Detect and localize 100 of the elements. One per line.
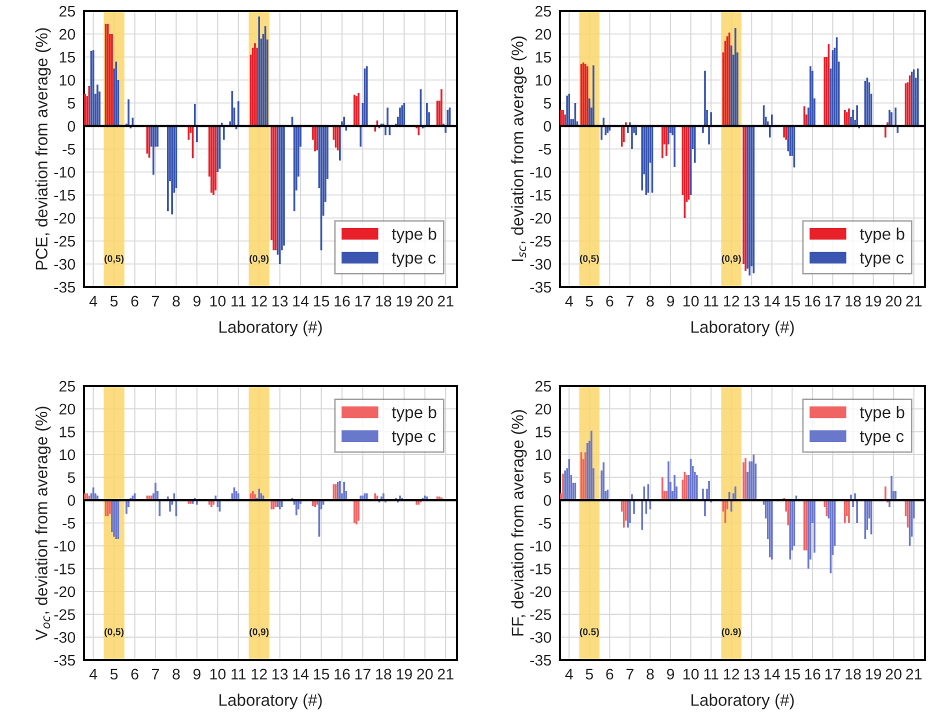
band-label: (0,9) <box>250 628 269 638</box>
x-tick-label: 11 <box>232 668 246 680</box>
y-tick-label: 20 <box>535 404 552 415</box>
legend-label: type b <box>860 406 904 422</box>
x-tick-label: 11 <box>704 668 718 680</box>
legend-label: type b <box>392 228 436 244</box>
x-tick-label: 11 <box>232 296 246 306</box>
y-tick-label: -35 <box>530 654 552 666</box>
y-tick-label: 25 <box>535 380 552 392</box>
x-tick-label: 6 <box>606 296 614 307</box>
x-tick-label: 10 <box>210 668 226 680</box>
x-tick-label: 17 <box>825 296 840 306</box>
x-tick-label: 13 <box>272 296 288 307</box>
x-tick-label: 13 <box>272 668 288 680</box>
y-tick-label: -35 <box>530 282 552 293</box>
x-tick-label: 10 <box>210 296 226 307</box>
x-tick-label: 21 <box>438 296 454 306</box>
x-tick-label: 20 <box>886 668 902 680</box>
x-tick-label: 15 <box>784 296 800 307</box>
y-tick-label: 0 <box>544 495 552 506</box>
y-tick-label: 20 <box>59 404 76 415</box>
y-tick-label: 5 <box>544 472 552 484</box>
band-label: (0,5) <box>104 628 124 638</box>
x-tick-label: 16 <box>805 296 820 307</box>
x-tick-label: 9 <box>193 296 200 307</box>
x-tick-label: 16 <box>334 296 350 307</box>
x-tick-label: 4 <box>565 296 573 306</box>
x-tick-label: 19 <box>866 668 882 680</box>
x-tick-label: 15 <box>314 668 330 680</box>
y-tick-label: -30 <box>54 258 76 270</box>
x-tick-label: 14 <box>293 668 309 680</box>
y-axis-title: FF, deviation from average (%) <box>511 410 527 636</box>
y-tick-label: 25 <box>59 380 76 392</box>
legend-label: type b <box>860 228 904 244</box>
x-tick-label: 17 <box>355 296 370 306</box>
x-axis-title: Laboratory (#) <box>692 694 794 710</box>
y-tick-label: -10 <box>54 166 76 178</box>
legend-label: type b <box>392 406 436 422</box>
x-tick-label: 5 <box>586 668 594 680</box>
y-tick-label: -30 <box>530 632 552 643</box>
x-tick-label: 4 <box>89 668 98 680</box>
x-tick-label: 8 <box>172 668 180 680</box>
y-tick-label: 15 <box>60 426 76 438</box>
x-axis-title: Laboratory (#) <box>220 694 322 710</box>
legend-label: type c <box>860 431 904 446</box>
y-axis-title: I$_{sc}$, deviation from average (%) <box>511 36 527 262</box>
x-tick-label: 13 <box>744 668 760 680</box>
x-tick-label: 14 <box>764 296 780 306</box>
x-tick-label: 21 <box>906 668 922 680</box>
x-tick-label: 8 <box>646 668 654 680</box>
y-tick-label: 0 <box>68 120 76 132</box>
y-tick-label: -20 <box>530 212 552 224</box>
x-tick-label: 9 <box>666 296 674 307</box>
y-tick-label: -25 <box>530 609 552 620</box>
y-axis-title: PCE, deviation from average (%) <box>35 28 51 270</box>
x-tick-label: 4 <box>565 668 573 680</box>
x-tick-label: 8 <box>646 296 654 307</box>
y-tick-label: -25 <box>530 236 552 247</box>
y-tick-label: -15 <box>54 190 76 201</box>
y-tick-label: 5 <box>68 472 76 484</box>
x-tick-label: 8 <box>172 296 180 307</box>
band-label: (0,9) <box>722 254 741 264</box>
x-tick-label: 19 <box>866 296 882 307</box>
x-tick-label: 18 <box>846 668 861 680</box>
x-tick-label: 14 <box>764 668 780 680</box>
x-tick-label: 15 <box>784 668 800 680</box>
y-tick-label: -20 <box>54 212 76 224</box>
y-tick-label: 15 <box>536 426 552 438</box>
x-tick-label: 10 <box>683 668 699 680</box>
x-tick-label: 21 <box>906 296 922 306</box>
band-label: (0.9) <box>722 628 741 638</box>
y-tick-label: -10 <box>54 540 76 552</box>
x-tick-label: 7 <box>152 668 159 680</box>
x-tick-label: 18 <box>846 296 861 307</box>
x-tick-label: 5 <box>110 668 118 680</box>
y-tick-label: -10 <box>530 166 552 178</box>
y-tick-label: 0 <box>68 495 76 506</box>
x-tick-label: 10 <box>683 296 699 307</box>
y-tick-label: -15 <box>54 564 76 574</box>
x-tick-label: 20 <box>886 296 902 307</box>
x-tick-label: 14 <box>293 296 309 306</box>
y-tick-label: -5 <box>62 518 76 529</box>
y-tick-label: -20 <box>530 586 552 598</box>
x-tick-label: 16 <box>334 668 350 680</box>
x-tick-label: 12 <box>252 668 267 680</box>
x-tick-label: 13 <box>744 296 760 307</box>
x-tick-label: 21 <box>438 668 454 680</box>
legend-label: type c <box>392 252 436 267</box>
x-tick-label: 17 <box>825 668 840 680</box>
x-tick-label: 18 <box>376 296 392 307</box>
y-tick-label: -35 <box>54 282 76 293</box>
y-tick-label: 0 <box>544 120 552 132</box>
x-tick-label: 12 <box>252 296 267 306</box>
y-tick-label: 5 <box>68 98 76 109</box>
x-tick-label: 9 <box>666 668 674 680</box>
x-tick-label: 9 <box>193 668 200 680</box>
x-tick-label: 5 <box>586 296 594 307</box>
x-tick-label: 12 <box>724 668 740 680</box>
x-axis-title: Laboratory (#) <box>220 320 322 336</box>
y-tick-label: -15 <box>530 564 552 574</box>
